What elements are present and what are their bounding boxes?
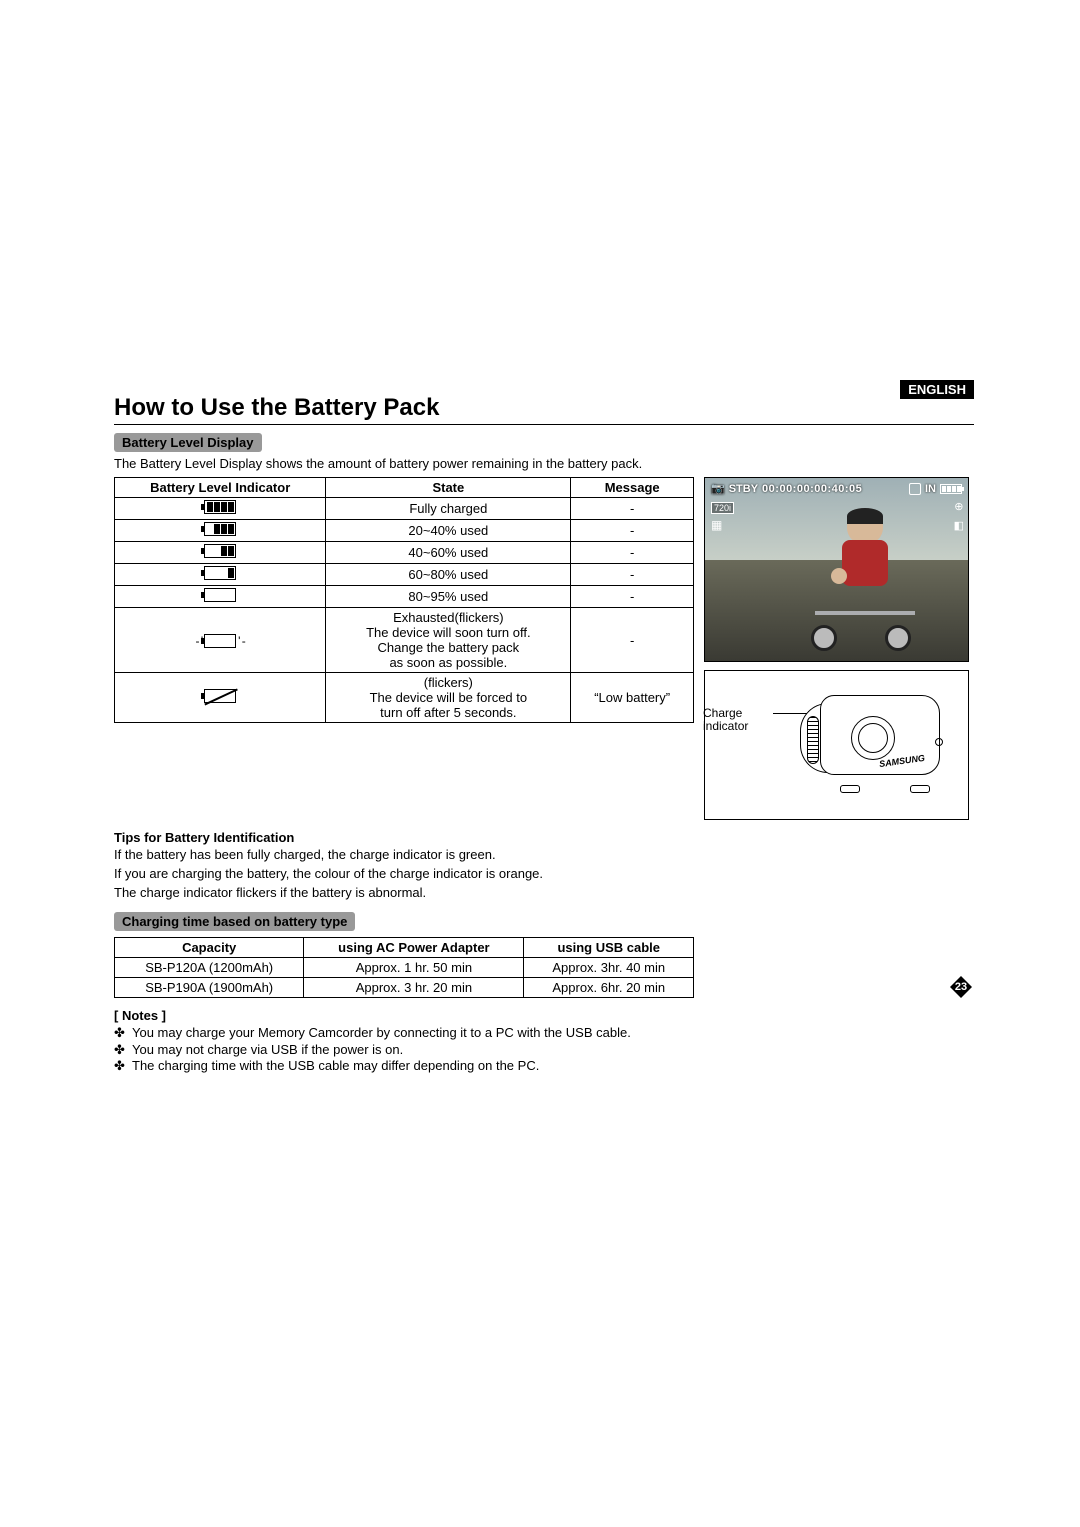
screenshot-preview: 📷 STBY 00:00:00:00:40:05 IN 720i ▦ ⊕ ◧ (704, 477, 969, 662)
message-cell: “Low battery” (571, 673, 694, 723)
battery-level-table: Battery Level Indicator State Message Fu… (114, 477, 694, 723)
table-row: (flickers) The device will be forced to … (115, 673, 694, 723)
message-cell: - (571, 564, 694, 586)
table-row: 40~60% used- (115, 542, 694, 564)
focus-icon: ⊕ (954, 500, 963, 513)
table-header: Battery Level Indicator (115, 478, 326, 498)
table-cell: Approx. 3 hr. 20 min (304, 977, 524, 997)
table-row: 60~80% used- (115, 564, 694, 586)
table-cell: Approx. 6hr. 20 min (524, 977, 694, 997)
battery-indicator-cell (115, 520, 326, 542)
tips-line: The charge indicator flickers if the bat… (114, 885, 974, 902)
message-cell: - (571, 608, 694, 673)
table-header: State (326, 478, 571, 498)
message-cell: - (571, 498, 694, 520)
section-intro: The Battery Level Display shows the amou… (114, 456, 974, 471)
table-row: - '' -Exhausted(flickers) The device wil… (115, 608, 694, 673)
language-tag: ENGLISH (900, 380, 974, 399)
section-heading-battery-level: Battery Level Display (114, 433, 262, 452)
table-row: Fully charged- (115, 498, 694, 520)
table-cell: Approx. 1 hr. 50 min (304, 957, 524, 977)
camcorder-diagram: Chargeindicator SAMSUNG (704, 670, 969, 820)
tips-heading: Tips for Battery Identification (114, 830, 974, 845)
charging-time-table: Capacity using AC Power Adapter using US… (114, 937, 694, 998)
state-cell: 40~60% used (326, 542, 571, 564)
charge-led-icon (935, 738, 943, 746)
battery-indicator-cell (115, 564, 326, 586)
battery-icon (940, 484, 962, 494)
message-cell: - (571, 542, 694, 564)
charge-indicator-label: Chargeindicator (703, 707, 748, 733)
table-cell: SB-P190A (1900mAh) (115, 977, 304, 997)
storage-label: IN (925, 483, 936, 495)
mode-icon: ◧ (954, 519, 964, 532)
battery-indicator-cell: - '' - (115, 608, 326, 673)
resolution-badge: 720i (711, 502, 734, 514)
battery-indicator-cell (115, 673, 326, 723)
state-cell: 20~40% used (326, 520, 571, 542)
tips-line: If the battery has been fully charged, t… (114, 847, 974, 864)
table-header: Message (571, 478, 694, 498)
state-cell: (flickers) The device will be forced to … (326, 673, 571, 723)
note-item: You may charge your Memory Camcorder by … (114, 1025, 974, 1042)
state-cell: 60~80% used (326, 564, 571, 586)
note-item: The charging time with the USB cable may… (114, 1058, 974, 1075)
section-heading-charging-time: Charging time based on battery type (114, 912, 355, 931)
battery-indicator-cell (115, 498, 326, 520)
table-cell: Approx. 3hr. 40 min (524, 957, 694, 977)
stby-label: STBY (729, 483, 758, 495)
camera-icon: 📷 (711, 482, 725, 495)
table-header: Capacity (115, 937, 304, 957)
notes-list: You may charge your Memory Camcorder by … (114, 1025, 974, 1076)
table-header: using AC Power Adapter (304, 937, 524, 957)
table-row: SB-P120A (1200mAh)Approx. 1 hr. 50 minAp… (115, 957, 694, 977)
tricycle-figure (815, 601, 925, 651)
state-cell: Fully charged (326, 498, 571, 520)
state-cell: 80~95% used (326, 586, 571, 608)
table-row: 80~95% used- (115, 586, 694, 608)
page-number: 23 (948, 974, 974, 1000)
page-number-badge: 23 (948, 974, 974, 1000)
battery-indicator-cell (115, 542, 326, 564)
table-header: using USB cable (524, 937, 694, 957)
message-cell: - (571, 586, 694, 608)
note-item: You may not charge via USB if the power … (114, 1042, 974, 1059)
tips-line: If you are charging the battery, the col… (114, 866, 974, 883)
notes-heading: [ Notes ] (114, 1008, 974, 1023)
message-cell: - (571, 520, 694, 542)
record-icon: ▦ (711, 518, 722, 532)
storage-icon (909, 483, 921, 495)
table-row: SB-P190A (1900mAh)Approx. 3 hr. 20 minAp… (115, 977, 694, 997)
timecode: 00:00:00:00:40:05 (762, 483, 862, 495)
table-row: 20~40% used- (115, 520, 694, 542)
page-title: How to Use the Battery Pack (114, 394, 974, 425)
battery-indicator-cell (115, 586, 326, 608)
state-cell: Exhausted(flickers) The device will soon… (326, 608, 571, 673)
table-cell: SB-P120A (1200mAh) (115, 957, 304, 977)
